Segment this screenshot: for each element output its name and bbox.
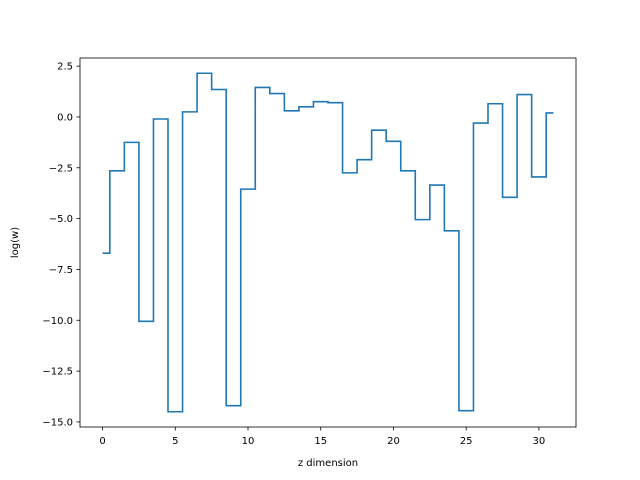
y-tick-label: 2.5 (57, 62, 73, 73)
y-tick-label: 0.0 (57, 112, 73, 123)
x-tick-label: 25 (460, 436, 473, 447)
y-tick-label: −12.5 (42, 367, 73, 378)
x-tick-label: 30 (533, 436, 546, 447)
x-tick-label: 5 (172, 436, 178, 447)
y-tick-label: −2.5 (49, 163, 73, 174)
y-axis-label: log(w) (10, 227, 21, 258)
series-line (102, 72, 554, 413)
ticks: 0 5 10 15 20 25 30 −15.0 −12.5 −10.0 −7.5 −5.0 −2.5 0… (42, 62, 545, 447)
x-tick-label: 10 (242, 436, 255, 447)
y-tick-label: −15.0 (42, 417, 73, 428)
axes-frame (79, 57, 577, 428)
y-tick-label: −10.0 (42, 316, 73, 327)
y-tick-label: −5.0 (49, 214, 73, 225)
x-tick-label: 20 (387, 436, 400, 447)
x-tick-label: 15 (314, 436, 327, 447)
x-axis-label: z dimension (298, 458, 358, 469)
y-tick-label: −7.5 (49, 265, 73, 276)
plot-area (102, 72, 554, 413)
x-tick-label: 0 (99, 436, 105, 447)
